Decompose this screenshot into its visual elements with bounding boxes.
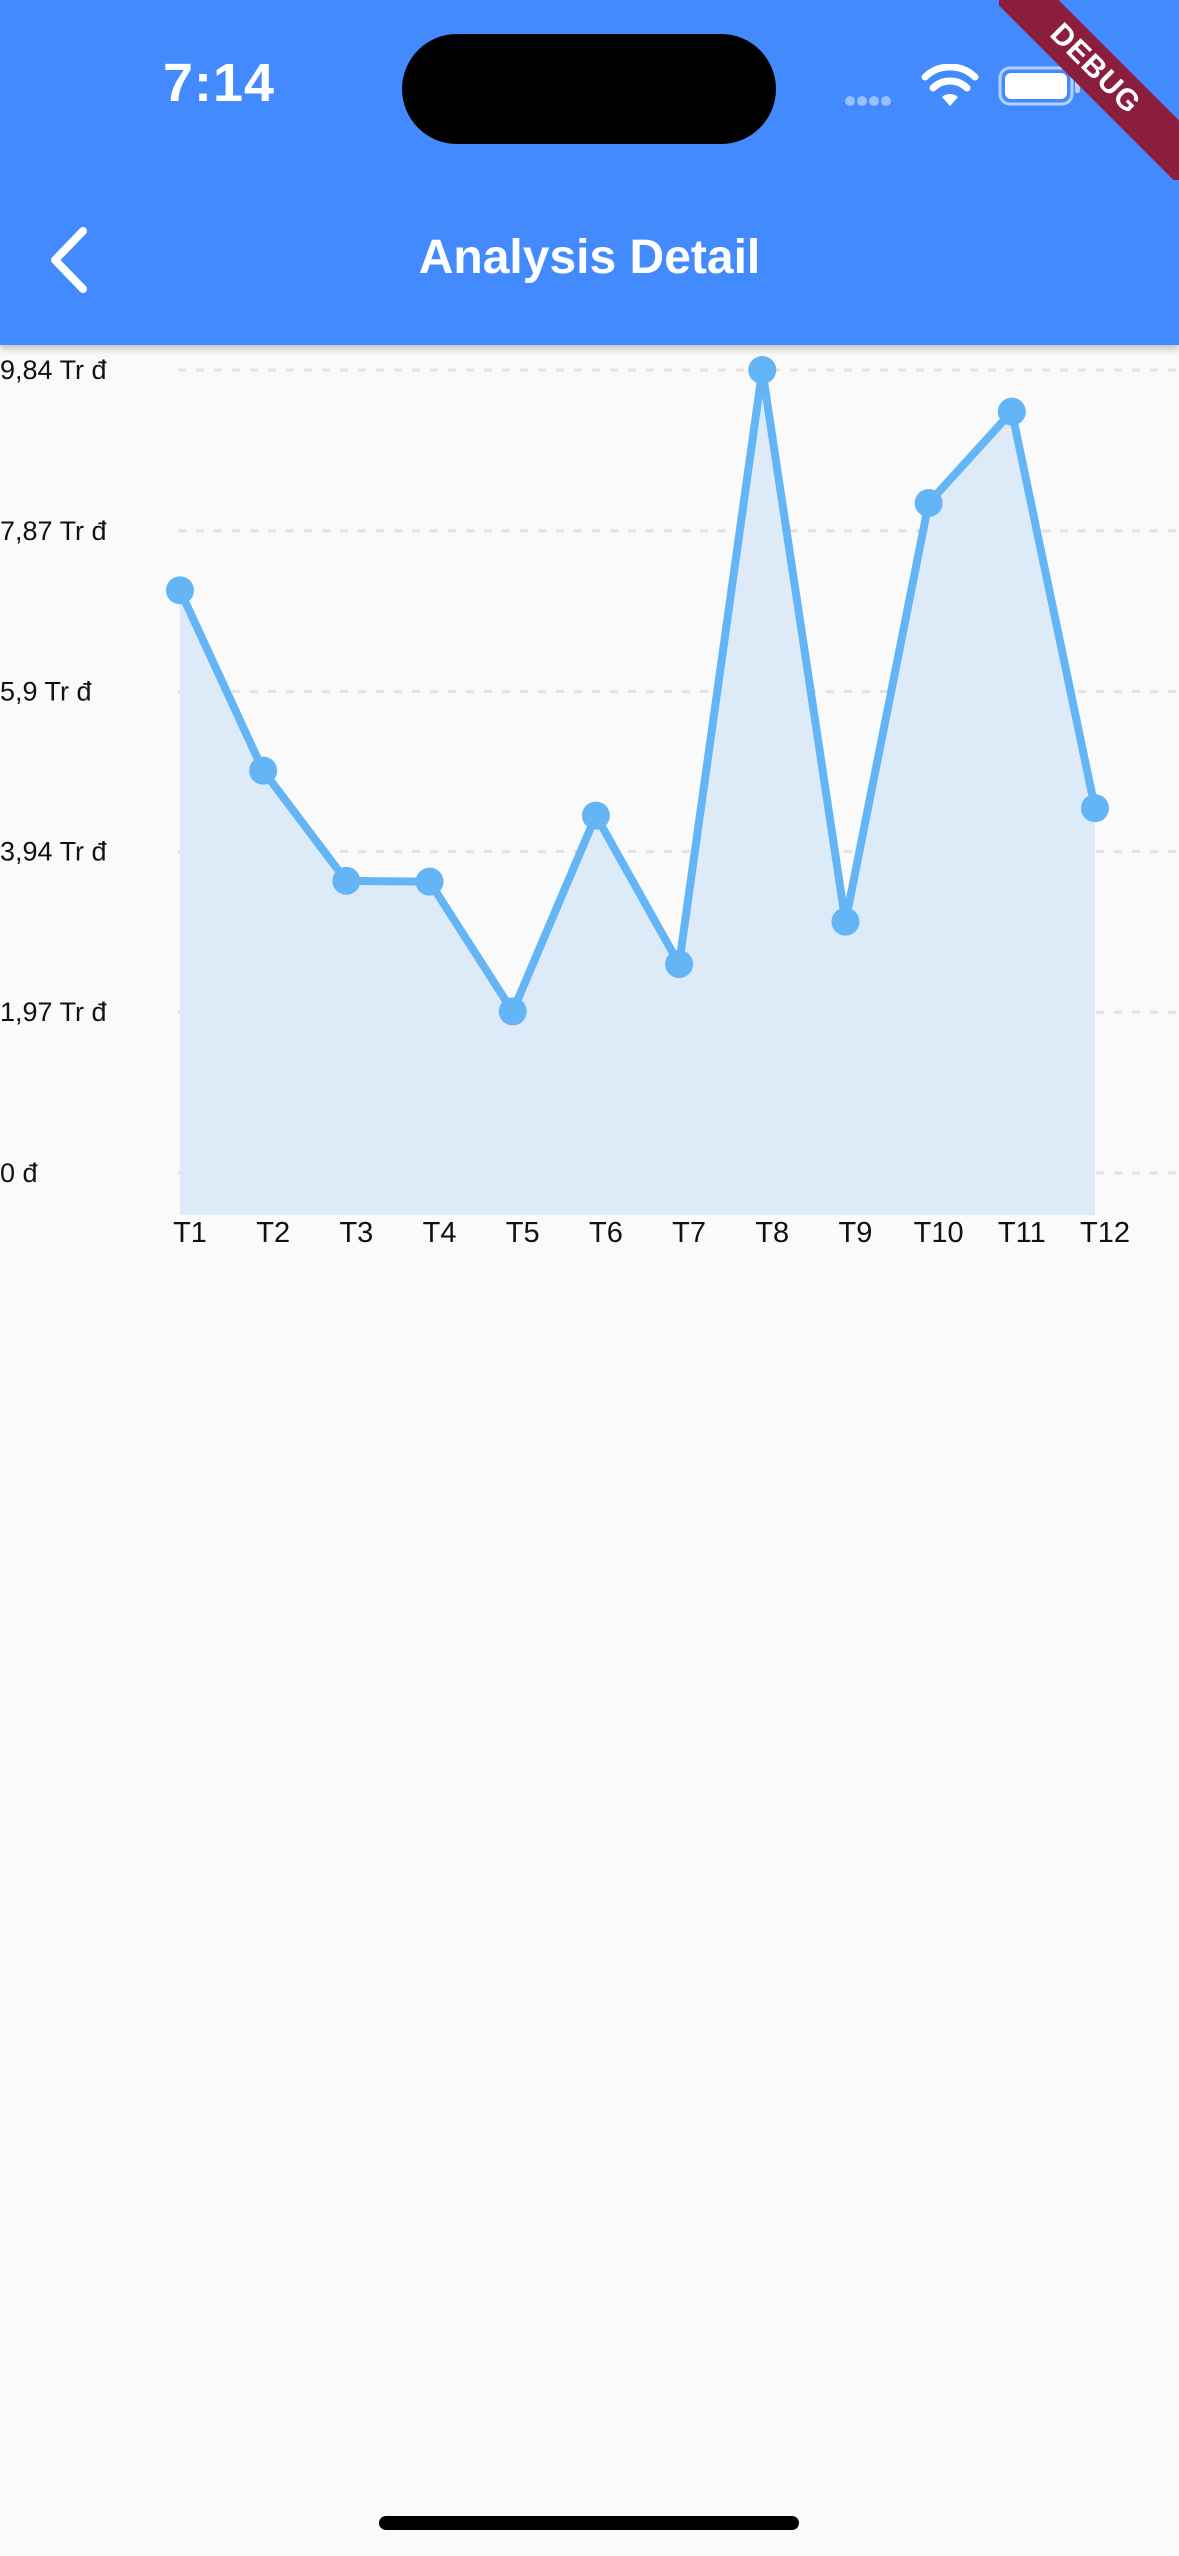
data-point xyxy=(914,489,943,518)
app-bar: 7:14 Analysis Detail xyxy=(0,0,1179,345)
y-tick-label: 5,9 Tr đ xyxy=(0,677,92,707)
y-tick-label: 1,97 Tr đ xyxy=(0,997,107,1027)
data-point xyxy=(748,356,777,384)
data-point xyxy=(831,907,860,936)
x-tick-label: T7 xyxy=(672,1217,706,1249)
data-point xyxy=(249,756,278,785)
y-tick-label: 7,87 Tr đ xyxy=(0,516,107,546)
chart-canvas: 0 đ 1,97 Tr đ 3,94 Tr đ 5,9 Tr đ 7,87 Tr đ 9,… xyxy=(0,355,1179,1249)
dynamic-island xyxy=(402,34,776,144)
data-point xyxy=(581,801,610,830)
status-time: 7:14 xyxy=(163,53,276,113)
battery-icon xyxy=(998,66,1080,106)
x-tick-label: T10 xyxy=(914,1217,964,1249)
page-title: Analysis Detail xyxy=(418,231,761,284)
x-tick-label: T9 xyxy=(839,1217,873,1249)
x-tick-label: T8 xyxy=(755,1217,789,1249)
x-tick-label: T3 xyxy=(339,1217,373,1249)
x-tick-label: T12 xyxy=(1080,1217,1130,1249)
data-point xyxy=(997,397,1026,426)
y-tick-label: 9,84 Tr đ xyxy=(0,355,107,385)
wifi-icon xyxy=(921,64,979,106)
x-tick-label: T4 xyxy=(423,1217,457,1249)
series-line xyxy=(176,366,1099,1016)
home-indicator xyxy=(379,2516,799,2530)
x-tick-label: T5 xyxy=(506,1217,540,1249)
data-point xyxy=(415,867,444,896)
x-tick-label: T6 xyxy=(589,1217,623,1249)
cellular-signal-icon xyxy=(845,93,893,111)
y-tick-label: 0 đ xyxy=(0,1158,38,1188)
x-tick-label: T1 xyxy=(173,1217,207,1249)
x-tick-label: T11 xyxy=(998,1217,1046,1249)
data-point xyxy=(1081,794,1109,823)
x-tick-label: T2 xyxy=(256,1217,290,1249)
data-point xyxy=(498,997,527,1026)
debug-banner: DEBUG xyxy=(999,0,1179,180)
data-point xyxy=(166,576,194,605)
data-point xyxy=(665,950,694,979)
area-fill xyxy=(180,370,1095,1215)
line-chart: 0 đ 1,97 Tr đ 3,94 Tr đ 5,9 Tr đ 7,87 Tr đ 9,… xyxy=(0,345,1179,1270)
data-point xyxy=(332,866,361,895)
chevron-left-icon xyxy=(51,227,87,293)
back-button[interactable] xyxy=(30,215,110,305)
y-tick-label: 3,94 Tr đ xyxy=(0,836,107,866)
debug-banner-label: DEBUG xyxy=(999,0,1179,180)
